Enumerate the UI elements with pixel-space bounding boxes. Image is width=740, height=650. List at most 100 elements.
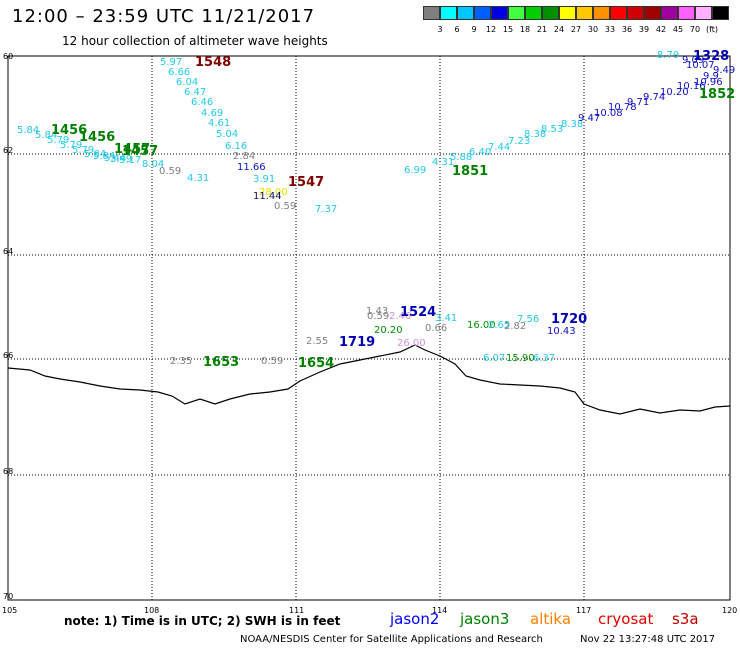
wave-height-value: 7.37: [315, 204, 338, 215]
wave-height-value: 11.44: [253, 191, 282, 202]
wave-height-value: 5.88: [450, 152, 473, 163]
wave-height-value: 8.53: [541, 124, 564, 135]
satellite-legend-item: cryosat: [598, 610, 654, 628]
pass-time-label: 1457: [114, 142, 151, 157]
scale-swatch: [474, 6, 491, 20]
lat-label: 70: [3, 592, 14, 601]
wave-height-value: 3.41: [435, 313, 458, 324]
lon-label: 117: [576, 606, 592, 615]
lon-label: 108: [144, 606, 160, 615]
wave-height-value: 5.17: [119, 155, 142, 166]
scale-swatch: [627, 6, 644, 20]
wave-height-value: 6.99: [404, 165, 427, 176]
scale-swatch: [678, 6, 695, 20]
wave-height-value: 20.20: [374, 325, 403, 336]
scale-label: 45: [672, 25, 684, 34]
pass-time-label: 1719: [339, 335, 376, 350]
lon-label: 105: [2, 606, 18, 615]
wave-height-value: 5.97: [160, 57, 183, 68]
wave-height-value: 10.16: [677, 81, 706, 92]
wave-height-value: 6.40: [469, 147, 492, 158]
scale-label: 27: [570, 25, 582, 34]
pass-time-label: 1328: [693, 49, 730, 64]
wave-height-value: 9.9: [703, 71, 719, 82]
scale-swatch: [576, 6, 593, 20]
wave-height-value: 5.44: [104, 153, 127, 164]
scale-swatch: [423, 6, 440, 20]
wave-height-value: 9.47: [578, 113, 601, 124]
scale-label: 6: [454, 25, 460, 34]
scale-label: 70: [689, 25, 701, 34]
pass-time-label: 1653: [203, 355, 240, 370]
wave-height-value: 0.59: [159, 166, 182, 177]
wave-height-value: 4.31: [187, 173, 210, 184]
generated-timestamp: Nov 22 13:27:48 UTC 2017: [580, 634, 716, 645]
wave-height-value: 10.07: [686, 60, 715, 71]
pass-time-label: 1851: [452, 164, 489, 179]
wave-height-value: 6.07: [483, 353, 506, 364]
credit-line: NOAA/NESDIS Center for Satellite Applica…: [240, 634, 543, 645]
scale-label: (ft): [705, 25, 719, 34]
wave-height-value: 6.66: [168, 67, 191, 78]
wave-height-value: 2.65: [488, 320, 511, 331]
wave-height-value: 0.59: [274, 201, 297, 212]
lon-label: 114: [432, 606, 448, 615]
wave-height-value: 9.49: [713, 65, 736, 76]
scale-swatch: [491, 6, 508, 20]
scale-swatch: [457, 6, 474, 20]
map-subtitle: 12 hour collection of altimeter wave hei…: [62, 34, 328, 48]
satellite-legend-item: jason2: [390, 610, 440, 628]
wave-height-value: 5.84: [84, 149, 107, 160]
pass-time-label: 1457: [122, 144, 159, 159]
scale-swatch: [525, 6, 542, 20]
pass-time-label: 1654: [298, 356, 335, 371]
wave-height-value: 7.56: [517, 314, 540, 325]
wave-height-value: 1.43: [366, 306, 389, 317]
wave-height-value: 2.55: [306, 336, 329, 347]
scale-label: 36: [621, 25, 633, 34]
wave-height-value: 5.84: [93, 151, 116, 162]
wave-height-value: 3.49: [110, 154, 133, 165]
wave-height-value: 6.46: [191, 97, 214, 108]
wave-height-value: 10.78: [608, 102, 637, 113]
satellite-legend-item: altika: [530, 610, 572, 628]
lon-label: 111: [289, 606, 305, 615]
wave-height-value: 7.23: [508, 136, 531, 147]
lon-label: 120: [722, 606, 738, 615]
wave-height-value: 0.59: [261, 356, 284, 367]
pass-time-label: 1524: [400, 305, 437, 320]
footer-note: note: 1) Time is in UTC; 2) SWH is in fe…: [64, 614, 341, 628]
wave-height-value: 5.79: [47, 135, 70, 146]
map-title: 12:00 – 23:59 UTC 11/21/2017: [12, 6, 316, 27]
wave-height-value: 8.38: [524, 129, 547, 140]
wave-height-value: 10.43: [547, 326, 576, 337]
wave-height-value: 6.37: [533, 353, 556, 364]
scale-label: 42: [655, 25, 667, 34]
scale-swatch: [508, 6, 525, 20]
wave-height-value: 5.79: [60, 140, 83, 151]
lat-label: 60: [3, 52, 14, 61]
wave-height-value: 16.00: [467, 320, 496, 331]
wave-height-value: 2.82: [504, 321, 527, 332]
scale-label: 24: [553, 25, 565, 34]
wave-height-value: 10.20: [660, 87, 689, 98]
pass-time-label: 1547: [288, 175, 325, 190]
wave-height-value: 9.74: [643, 92, 666, 103]
wave-height-value: 3.91: [253, 174, 276, 185]
wave-height-value: 5.79: [72, 145, 95, 156]
gridlines: [8, 55, 730, 600]
wave-height-value: 28.00: [259, 187, 288, 198]
lat-label: 68: [3, 467, 14, 476]
scale-swatch: [440, 6, 457, 20]
wave-height-value: 2.46: [389, 311, 412, 322]
scale-swatch: [610, 6, 627, 20]
wave-height-value: 10.96: [694, 77, 723, 88]
scale-label: 33: [604, 25, 616, 34]
wave-height-value: 0.59: [367, 311, 390, 322]
wave-height-value: 11.66: [237, 162, 266, 173]
wave-height-value: 9.71: [627, 97, 650, 108]
pass-time-label: 1720: [551, 312, 588, 327]
wave-height-value: 10.08: [594, 108, 623, 119]
pass-time-label: 1548: [195, 55, 232, 70]
